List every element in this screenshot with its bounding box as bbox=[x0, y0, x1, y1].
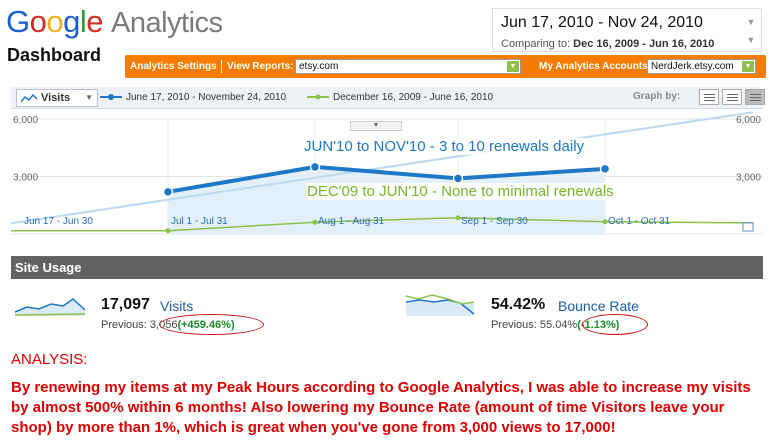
google-analytics-logo[interactable]: Google Analytics bbox=[6, 4, 223, 39]
date-range-comparison: Comparing to: Dec 16, 2009 - Jun 16, 201… bbox=[501, 38, 714, 50]
current-series-point bbox=[162, 186, 174, 198]
previous-series-point bbox=[312, 219, 318, 225]
accounts-value: NerdJerk.etsy.com bbox=[651, 61, 734, 72]
current-series-point bbox=[452, 173, 464, 184]
annotation-previous: DEC'09 to JUN'10 - None to minimal renew… bbox=[307, 183, 614, 200]
chevron-down-icon: ▼ bbox=[742, 61, 754, 72]
analysis-body: By renewing my items at my Peak Hours ac… bbox=[11, 379, 751, 436]
metric-selector[interactable]: Visits ▼ bbox=[16, 89, 98, 107]
bounce-rate-value: 54.42% bbox=[491, 296, 546, 313]
x-tick-label: Sep 1 - Sep 30 bbox=[461, 216, 528, 227]
graph-by-month-button[interactable] bbox=[745, 89, 765, 105]
previous-series-line bbox=[11, 216, 754, 232]
y-tick-label: 6,000 bbox=[13, 115, 38, 126]
y-tick-label: 3,000 bbox=[13, 173, 38, 184]
line-chart-icon bbox=[21, 94, 37, 103]
y-tick-label: 3,000 bbox=[736, 173, 761, 184]
current-series-point bbox=[599, 163, 611, 175]
comparing-label: Comparing to: bbox=[501, 38, 571, 50]
annotation-current: JUN'10 to NOV'10 - 3 to 10 renewals dail… bbox=[304, 138, 585, 155]
analytics-settings-link[interactable]: Analytics Settings bbox=[130, 61, 217, 72]
legend-previous-label: December 16, 2009 - June 16, 2010 bbox=[333, 92, 494, 103]
site-usage-header: Site Usage bbox=[11, 256, 763, 279]
legend-current: June 17, 2010 - November 24, 2010 bbox=[100, 92, 287, 103]
chevron-down-icon: ▼ bbox=[507, 61, 519, 72]
legend-previous-swatch bbox=[307, 94, 329, 100]
chevron-down-icon[interactable]: ▼ ▼ bbox=[746, 17, 756, 45]
site-usage-title: Site Usage bbox=[15, 260, 82, 275]
current-series-line bbox=[167, 164, 606, 194]
legend-previous: December 16, 2009 - June 16, 2010 bbox=[307, 92, 494, 103]
chevron-down-icon: ▼ bbox=[85, 93, 93, 102]
visits-chart: 6,000 6,000 3,000 3,000 Jun 17 - Jun 30 Jul 1… bbox=[10, 110, 763, 238]
comparing-value: Dec 16, 2009 - Jun 16, 2010 bbox=[573, 38, 715, 50]
date-range-current: Jun 17, 2010 - Nov 24, 2010 bbox=[501, 14, 703, 31]
visits-value: 17,097 bbox=[101, 296, 150, 313]
bounce-rate-metric: 54.42% Bounce Rate Previous: 55.04%(-1.1… bbox=[404, 290, 648, 335]
graph-by-day-button[interactable] bbox=[699, 89, 719, 105]
previous-series-point bbox=[455, 215, 461, 221]
view-reports-label: View Reports: bbox=[227, 61, 294, 72]
metric-selector-label: Visits bbox=[41, 92, 71, 104]
page-title: Dashboard bbox=[7, 45, 102, 65]
x-tick-label: Jun 17 - Jun 30 bbox=[24, 216, 93, 227]
x-tick-label: Oct 1 - Oct 31 bbox=[608, 216, 671, 227]
legend-current-label: June 17, 2010 - November 24, 2010 bbox=[126, 92, 287, 103]
visits-link[interactable]: Visits bbox=[160, 298, 194, 314]
legend-current-swatch bbox=[100, 94, 122, 100]
bounce-rate-previous-value: Previous: 55.04% bbox=[491, 319, 578, 331]
graph-by-label: Graph by: bbox=[633, 91, 681, 102]
analysis-heading: ANALYSIS: bbox=[11, 351, 88, 368]
visits-metric: 17,097 Visits Previous: 3,056(+459.46%) bbox=[13, 290, 264, 335]
accounts-label: My Analytics Accounts: bbox=[539, 61, 652, 72]
chart-resize-handle[interactable]: ▼ bbox=[350, 121, 402, 131]
highlight-oval bbox=[582, 314, 648, 335]
graph-by-week-button[interactable] bbox=[722, 89, 742, 105]
comment-icon bbox=[742, 222, 754, 232]
trend-line bbox=[10, 111, 754, 225]
graph-header: Visits ▼ June 17, 2010 - November 24, 20… bbox=[11, 87, 765, 109]
logo-product-name: Analytics bbox=[111, 7, 223, 39]
previous-series-point bbox=[602, 219, 608, 225]
divider bbox=[221, 60, 222, 73]
y-tick-label: 6,000 bbox=[736, 115, 761, 126]
visits-previous-value: Previous: 3,056 bbox=[101, 319, 178, 331]
toolbar: Analytics Settings View Reports: etsy.co… bbox=[125, 55, 766, 78]
x-tick-label: Jul 1 - Jul 31 bbox=[171, 216, 228, 227]
view-reports-value: etsy.com bbox=[299, 61, 339, 72]
highlight-oval bbox=[159, 314, 264, 335]
x-tick-label: Aug 1 - Aug 31 bbox=[318, 216, 385, 227]
visits-sparkline[interactable] bbox=[13, 290, 87, 318]
bounce-rate-link[interactable]: Bounce Rate bbox=[558, 298, 639, 314]
current-series-point bbox=[309, 161, 321, 173]
view-reports-select[interactable]: etsy.com ▼ bbox=[295, 59, 521, 74]
accounts-select[interactable]: NerdJerk.etsy.com ▼ bbox=[647, 59, 756, 74]
previous-series-point bbox=[165, 228, 171, 234]
date-range-picker[interactable]: Jun 17, 2010 - Nov 24, 2010 Comparing to… bbox=[492, 8, 762, 52]
bounce-rate-sparkline[interactable] bbox=[404, 290, 478, 318]
